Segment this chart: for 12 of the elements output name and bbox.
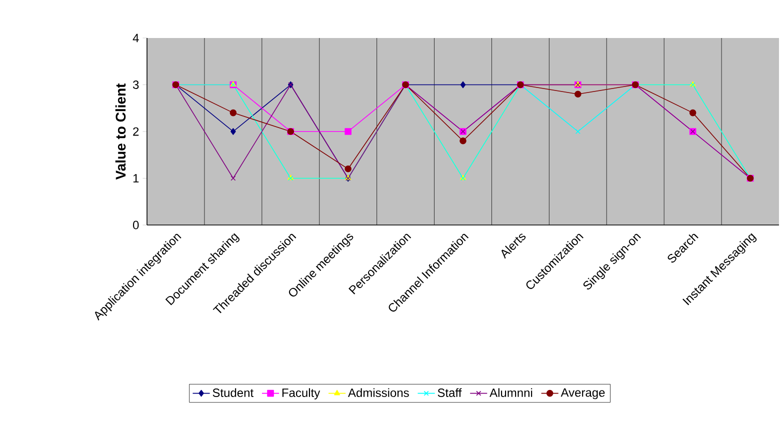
y-tick-label: 4 bbox=[132, 34, 139, 42]
y-axis-title: Value to Client bbox=[115, 83, 126, 180]
legend-label: Average bbox=[560, 388, 605, 400]
y-tick-label: 1 bbox=[133, 174, 139, 182]
legend-label: Faculty bbox=[282, 388, 320, 400]
legend-label: Student bbox=[212, 388, 254, 398]
legend-label: Staff bbox=[438, 388, 462, 398]
y-tick-label: 0 bbox=[133, 220, 139, 230]
legend-label: Admissions bbox=[348, 388, 409, 398]
y-tick-label: 2 bbox=[133, 127, 139, 136]
legend-label: Alumnni bbox=[490, 388, 532, 398]
y-tick-label: 3 bbox=[132, 80, 139, 89]
